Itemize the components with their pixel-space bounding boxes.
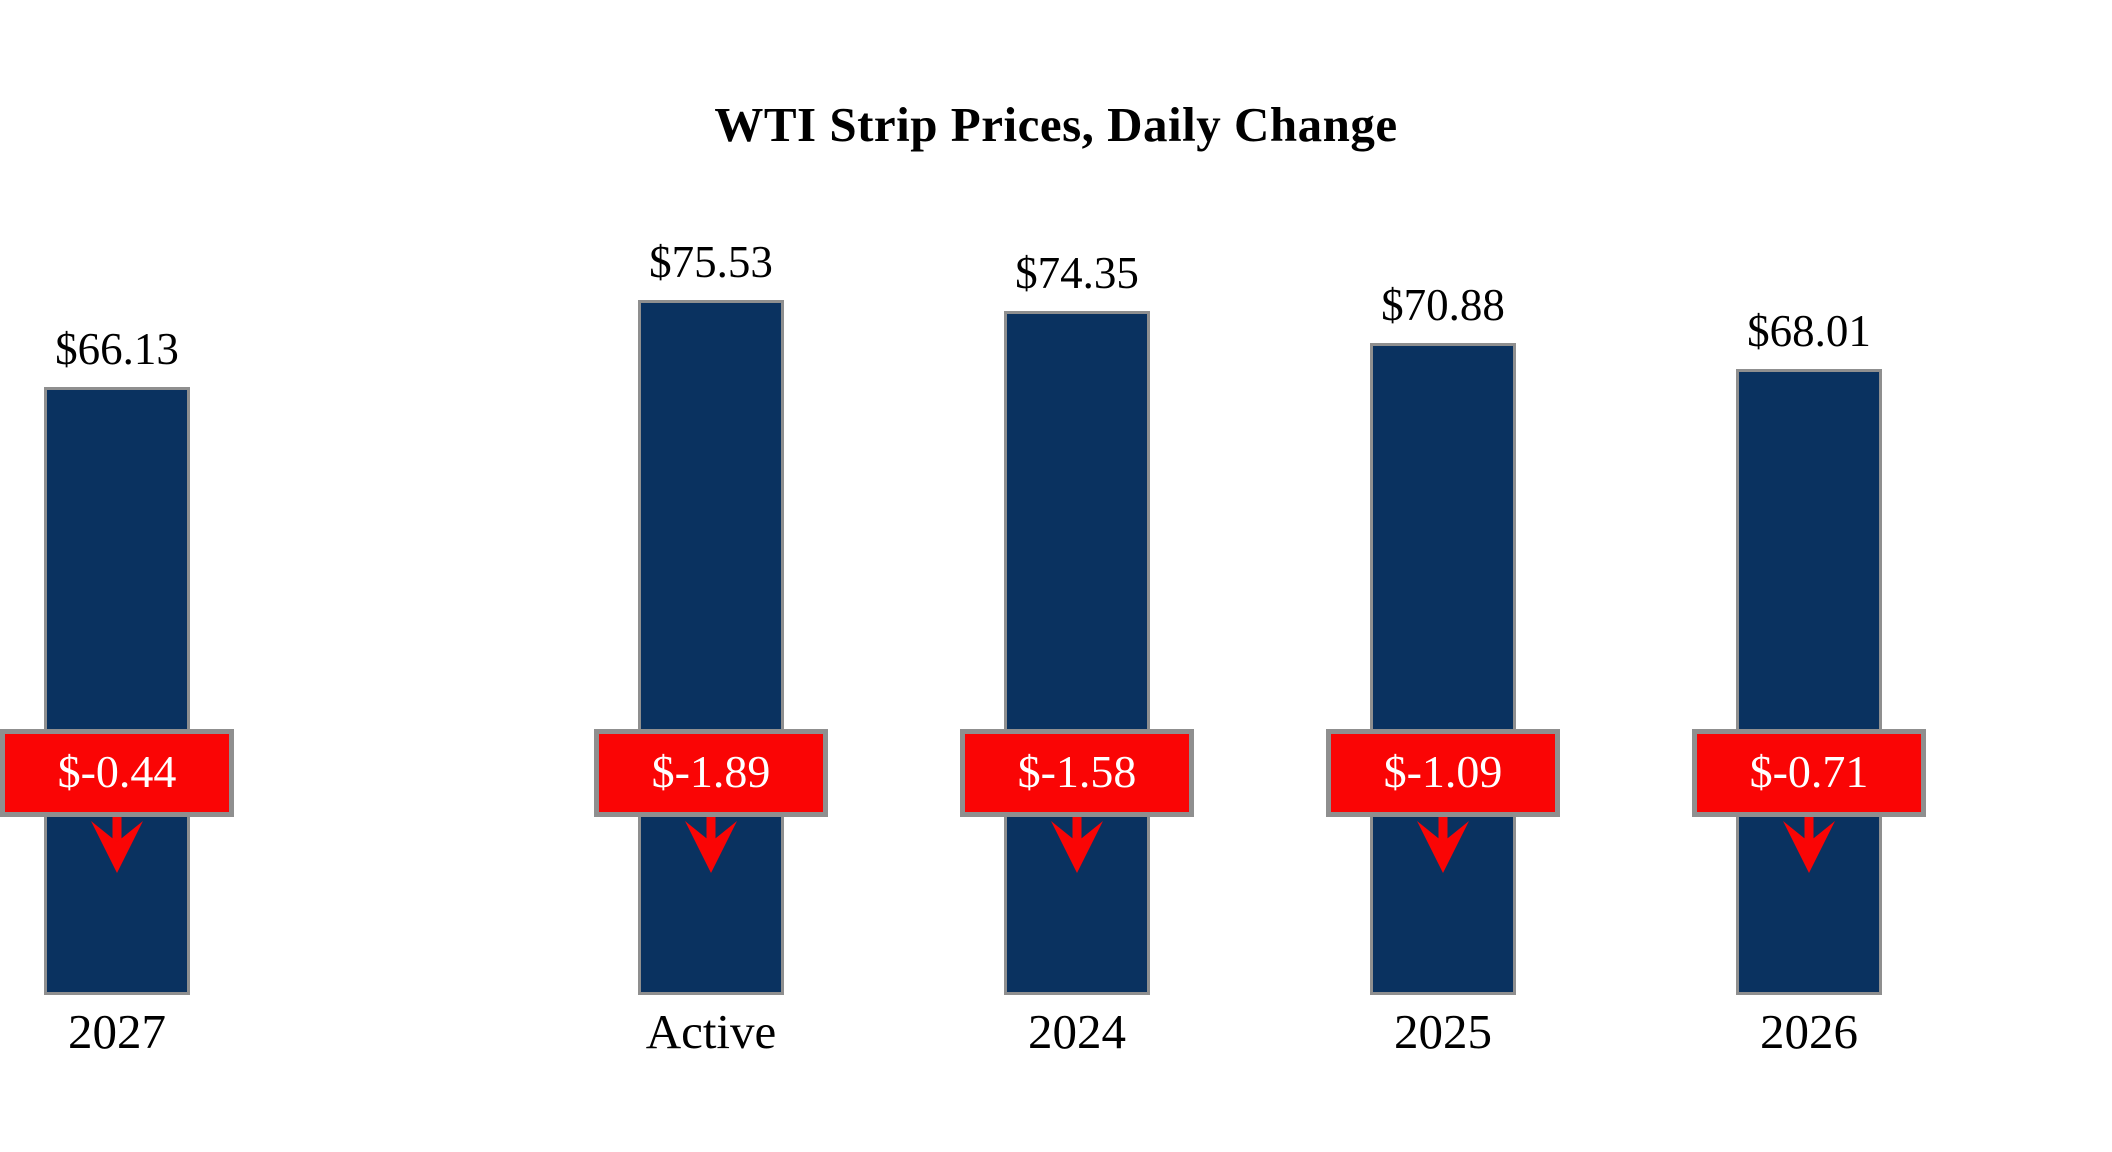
price-label: $66.13 — [55, 324, 179, 374]
change-badge: $-1.58 — [960, 729, 1194, 817]
change-label: $-1.09 — [1383, 746, 1503, 797]
change-badge: $-0.71 — [1692, 729, 1926, 817]
change-label: $-0.71 — [1749, 746, 1869, 797]
category-label: 2024 — [1028, 1004, 1126, 1059]
bar — [1370, 343, 1516, 995]
price-label: $70.88 — [1381, 280, 1505, 330]
bar-group-2027: $66.13 $-0.44 2027 — [0, 0, 234, 1152]
category-label: 2025 — [1394, 1004, 1492, 1059]
price-label: $74.35 — [1015, 248, 1139, 298]
down-arrow-icon — [685, 817, 737, 873]
down-arrow-icon — [1417, 817, 1469, 873]
price-label: $75.53 — [649, 237, 773, 287]
change-label: $-1.89 — [651, 746, 771, 797]
bar-group-active: $75.53 $-1.89 Active — [594, 0, 828, 1152]
bar — [44, 387, 190, 995]
down-arrow-icon — [1051, 817, 1103, 873]
bar-group-2024: $74.35 $-1.58 2024 — [960, 0, 1194, 1152]
bar — [1004, 311, 1150, 995]
category-label: 2027 — [68, 1004, 166, 1059]
down-arrow-icon — [91, 817, 143, 873]
category-label: Active — [645, 1004, 777, 1059]
price-label: $68.01 — [1747, 306, 1871, 356]
down-arrow-icon — [1783, 817, 1835, 873]
change-badge: $-1.09 — [1326, 729, 1560, 817]
change-badge: $-1.89 — [594, 729, 828, 817]
change-label: $-0.44 — [57, 746, 177, 797]
category-label: 2026 — [1760, 1004, 1858, 1059]
bar — [638, 300, 784, 995]
change-badge: $-0.44 — [0, 729, 234, 817]
bar-group-2026: $68.01 $-0.71 2026 — [1692, 0, 1926, 1152]
bar — [1736, 369, 1882, 995]
chart-title: WTI Strip Prices, Daily Change — [714, 97, 1398, 152]
change-label: $-1.58 — [1017, 746, 1137, 797]
bar-group-2025: $70.88 $-1.09 2025 — [1326, 0, 1560, 1152]
